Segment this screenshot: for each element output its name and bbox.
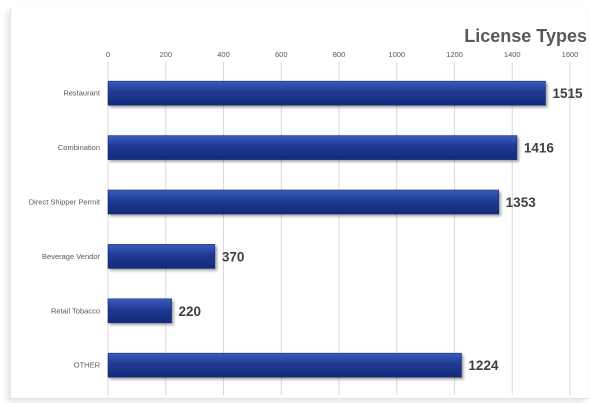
data-label-beverage-vendor: 370	[222, 249, 245, 264]
data-label-other: 1224	[468, 358, 499, 373]
x-tick-label-0: 0	[106, 50, 110, 59]
data-labels: 1515 1416 1353 370 220 1224	[179, 86, 583, 373]
category-label-direct-shipper-permit: Direct Shipper Permit	[29, 198, 101, 207]
bars	[107, 80, 546, 378]
category-label-other: OTHER	[74, 361, 101, 370]
chart-title: License Types	[464, 26, 587, 46]
x-tick-label-1000: 1000	[388, 50, 405, 59]
x-axis-ticks: 0 200 400 600 800 1000 1200 1400 1600	[106, 50, 578, 59]
bar-combination	[107, 135, 518, 160]
data-label-retail-tobacco: 220	[179, 304, 202, 319]
data-label-restaurant: 1515	[552, 86, 583, 101]
bar-beverage-vendor	[107, 244, 216, 269]
category-labels: Restaurant Combination Direct Shipper Perm…	[29, 89, 101, 370]
x-tick-label-1400: 1400	[504, 50, 521, 59]
x-tick-label-800: 800	[333, 50, 346, 59]
bar-restaurant	[107, 80, 546, 106]
x-tick-label-600: 600	[275, 50, 288, 59]
bar-other	[107, 352, 462, 378]
x-tick-label-200: 200	[159, 50, 172, 59]
data-label-combination: 1416	[524, 141, 555, 156]
category-label-retail-tobacco: Retail Tobacco	[51, 306, 100, 315]
category-label-combination: Combination	[58, 143, 100, 152]
x-tick-label-1600: 1600	[562, 50, 579, 59]
category-label-beverage-vendor: Beverage Vendor	[42, 252, 100, 261]
gridlines	[107, 62, 571, 395]
data-label-direct-shipper-permit: 1353	[506, 195, 537, 210]
category-label-restaurant: Restaurant	[63, 89, 101, 98]
x-tick-label-400: 400	[217, 50, 230, 59]
x-tick-label-1200: 1200	[446, 50, 463, 59]
bar-retail-tobacco	[107, 298, 172, 324]
bar-direct-shipper-permit	[107, 189, 499, 215]
